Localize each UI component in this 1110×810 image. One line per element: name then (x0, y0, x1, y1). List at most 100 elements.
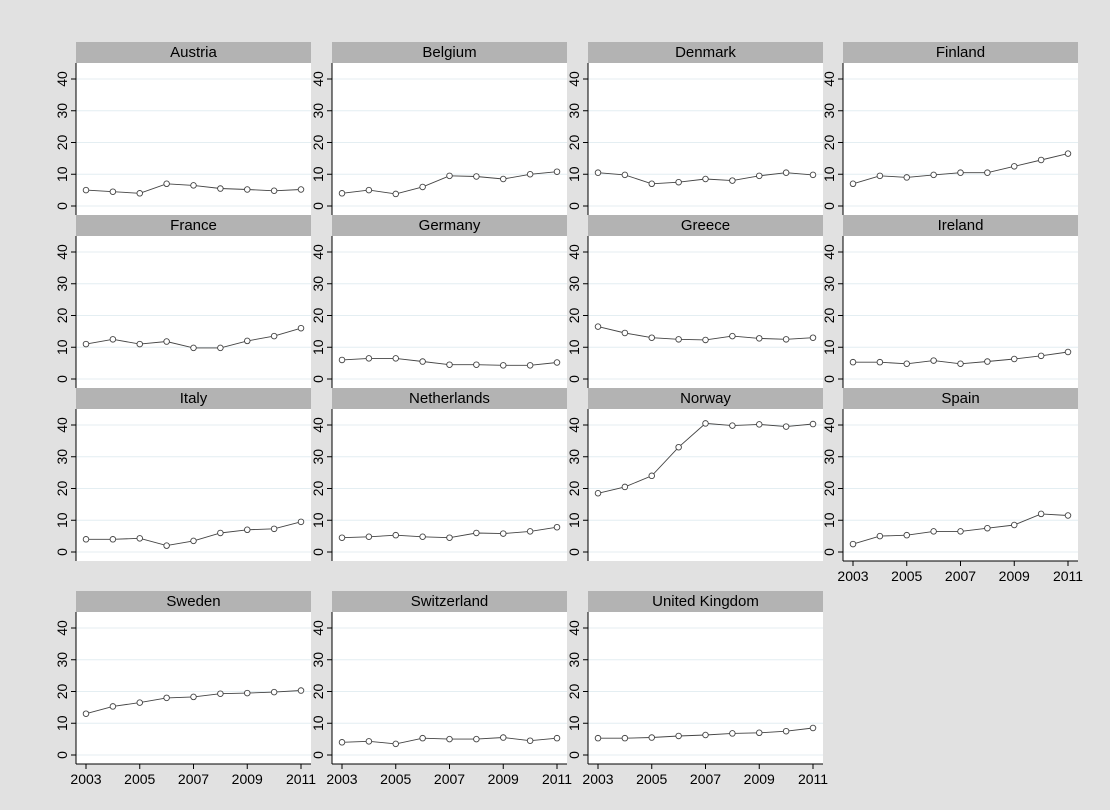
y-tick-label-ireland: 10 (821, 339, 837, 355)
y-tick-label-ireland: 0 (821, 375, 837, 383)
data-point-austria-2005 (136, 190, 143, 197)
x-tick-label-sweden: 2007 (178, 771, 209, 787)
data-point-italy-2011 (297, 518, 305, 526)
y-tick-label-greece: 0 (566, 375, 582, 383)
data-point-italy-2009 (243, 526, 251, 534)
data-point-netherlands-2005 (392, 531, 400, 539)
y-tick-label-denmark: 0 (566, 202, 582, 210)
panel-finland: Finland 0 10 20 30 40 (821, 42, 1078, 215)
data-point-sweden-2008 (217, 690, 224, 697)
y-tick-label-norway: 0 (566, 548, 582, 556)
plot-area-italy (76, 409, 311, 561)
panel-greece: Greece 0 10 20 30 40 (566, 215, 823, 388)
data-point-ireland-2011 (1064, 348, 1072, 356)
y-tick-label-denmark: 30 (566, 103, 582, 119)
data-point-belgium-2006 (419, 183, 426, 191)
panel-title-germany: Germany (419, 217, 481, 234)
y-tick-label-ireland: 40 (821, 244, 837, 260)
data-point-spain-2005 (903, 531, 911, 539)
data-point-spain-2007 (957, 528, 964, 535)
panel-header-switzerland (332, 591, 567, 612)
data-point-france-2009 (243, 337, 251, 345)
data-point-denmark-2007 (702, 175, 709, 183)
data-point-germany-2005 (392, 355, 400, 362)
panels-layer: Austria 0 10 20 30 40 Belgium 0 10 20 30 40 Denmark 0… (54, 42, 1083, 787)
data-point-ireland-2006 (930, 357, 937, 364)
y-tick-label-denmark: 40 (566, 71, 582, 87)
data-point-netherlands-2004 (365, 533, 373, 541)
y-tick-label-united-kingdom: 40 (566, 620, 582, 636)
y-tick-label-netherlands: 40 (310, 417, 326, 433)
data-point-austria-2009 (243, 186, 251, 193)
y-tick-label-switzerland: 40 (310, 620, 326, 636)
data-point-netherlands-2011 (553, 523, 561, 531)
data-point-spain-2006 (930, 528, 937, 535)
x-tick-label-united-kingdom: 2011 (798, 771, 828, 787)
y-tick-label-finland: 20 (821, 135, 837, 151)
y-tick-label-germany: 30 (310, 276, 326, 292)
data-point-germany-2007 (446, 361, 453, 368)
y-tick-label-italy: 0 (54, 548, 70, 556)
y-tick-label-sweden: 20 (54, 684, 70, 700)
panel-header-italy (76, 388, 311, 409)
y-tick-label-austria: 40 (54, 71, 70, 87)
data-point-belgium-2010 (526, 170, 534, 178)
data-point-spain-2010 (1037, 510, 1045, 518)
y-tick-label-united-kingdom: 30 (566, 652, 582, 668)
panel-title-greece: Greece (681, 217, 730, 234)
y-tick-label-france: 10 (54, 339, 70, 355)
data-point-belgium-2008 (473, 173, 480, 180)
data-point-norway-2010 (782, 423, 790, 430)
data-point-greece-2011 (809, 334, 817, 341)
panel-title-finland: Finland (936, 44, 985, 61)
x-tick-label-switzerland: 2005 (380, 771, 411, 787)
plot-area-denmark (588, 63, 823, 215)
y-tick-label-norway: 10 (566, 512, 582, 528)
y-tick-label-spain: 40 (821, 417, 837, 433)
data-point-switzerland-2008 (473, 735, 480, 743)
data-point-netherlands-2006 (419, 533, 426, 541)
panel-switzerland: Switzerland 0 10 20 30 40 2003 2005 2007 2009 2011 (310, 591, 572, 787)
y-tick-label-greece: 30 (566, 276, 582, 292)
data-point-switzerland-2007 (446, 735, 453, 743)
y-tick-label-switzerland: 30 (310, 652, 326, 668)
data-point-germany-2009 (500, 362, 507, 369)
data-point-italy-2004 (109, 536, 117, 543)
data-point-norway-2004 (621, 483, 629, 491)
y-tick-label-italy: 30 (54, 449, 70, 465)
y-tick-label-finland: 0 (821, 202, 837, 210)
y-tick-label-switzerland: 10 (310, 715, 326, 731)
data-point-norway-2009 (756, 421, 763, 428)
data-point-belgium-2011 (553, 168, 561, 175)
data-point-belgium-2009 (500, 175, 507, 183)
x-tick-label-sweden: 2009 (232, 771, 263, 787)
data-point-united-kingdom-2007 (702, 731, 709, 739)
data-point-greece-2006 (675, 336, 682, 343)
y-tick-label-greece: 40 (566, 244, 582, 260)
data-point-denmark-2009 (756, 172, 763, 180)
data-point-norway-2003 (594, 490, 602, 497)
panel-header-austria (76, 42, 311, 63)
y-tick-label-netherlands: 20 (310, 481, 326, 497)
data-point-sweden-2007 (190, 693, 197, 701)
panel-title-netherlands: Netherlands (409, 390, 490, 407)
data-point-ireland-2007 (957, 360, 964, 368)
data-point-france-2003 (82, 340, 90, 348)
data-point-france-2010 (270, 332, 278, 340)
y-tick-label-france: 0 (54, 375, 70, 383)
y-tick-label-switzerland: 0 (310, 751, 326, 759)
data-point-finland-2005 (903, 174, 911, 181)
data-point-norway-2007 (702, 420, 709, 427)
data-point-netherlands-2003 (338, 534, 346, 541)
y-tick-label-denmark: 10 (566, 166, 582, 182)
plot-area-greece (588, 236, 823, 388)
y-tick-label-netherlands: 10 (310, 512, 326, 528)
y-tick-label-greece: 10 (566, 339, 582, 355)
y-tick-label-italy: 10 (54, 512, 70, 528)
y-tick-label-norway: 20 (566, 481, 582, 497)
data-point-belgium-2007 (446, 172, 453, 180)
data-point-spain-2009 (1011, 521, 1018, 529)
panel-france: France 0 10 20 30 40 (54, 215, 311, 388)
y-tick-label-italy: 40 (54, 417, 70, 433)
